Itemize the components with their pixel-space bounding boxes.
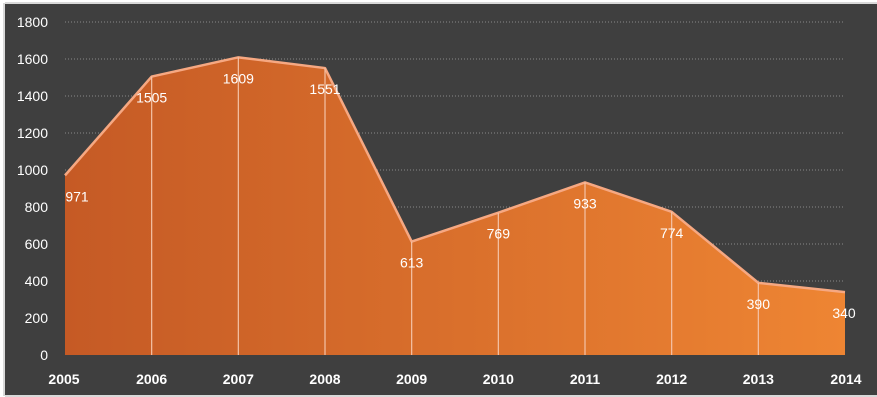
x-tick-label: 2010 [483, 371, 514, 387]
data-label: 971 [65, 188, 89, 204]
data-labels: 971 1505 1609 1551 613 769 933 774 390 340 [65, 70, 856, 321]
area-series [64, 56, 846, 356]
y-tick-label: 0 [40, 347, 48, 363]
x-tick-label: 2012 [656, 371, 687, 387]
y-tick-label: 600 [25, 236, 49, 252]
data-label: 1505 [136, 90, 167, 106]
x-tick-label: 2005 [48, 371, 79, 387]
y-tick-label: 400 [25, 273, 49, 289]
x-tick-label: 2006 [136, 371, 167, 387]
y-tick-label: 200 [25, 310, 49, 326]
y-tick-label: 1800 [17, 14, 48, 30]
drop-lines [151, 57, 759, 355]
x-tick-label: 2009 [396, 371, 427, 387]
x-tick-label: 2014 [830, 371, 861, 387]
data-label: 1551 [309, 81, 340, 97]
area-fill [65, 57, 845, 356]
y-tick-label: 1200 [17, 125, 48, 141]
y-tick-label: 800 [25, 199, 49, 215]
y-tick-label: 1400 [17, 88, 48, 104]
data-label: 340 [832, 305, 856, 321]
area-outline [64, 56, 846, 294]
data-label: 774 [660, 225, 684, 241]
x-tick-label: 2011 [570, 371, 601, 387]
data-label: 1609 [223, 70, 254, 86]
x-axis-ticks: 2005 2006 2007 2008 2009 2010 2011 2012 2013 2014 [48, 371, 861, 387]
y-tick-label: 1000 [17, 162, 48, 178]
x-tick-label: 2007 [223, 371, 254, 387]
data-label: 390 [747, 296, 771, 312]
y-axis-ticks: 0 200 400 600 800 1000 1200 1400 1600 1800 [17, 14, 48, 363]
y-tick-label: 1600 [17, 51, 48, 67]
data-label: 769 [487, 226, 511, 242]
data-label: 613 [400, 255, 424, 271]
x-tick-label: 2008 [309, 371, 340, 387]
x-tick-label: 2013 [743, 371, 774, 387]
data-label: 933 [573, 195, 597, 211]
